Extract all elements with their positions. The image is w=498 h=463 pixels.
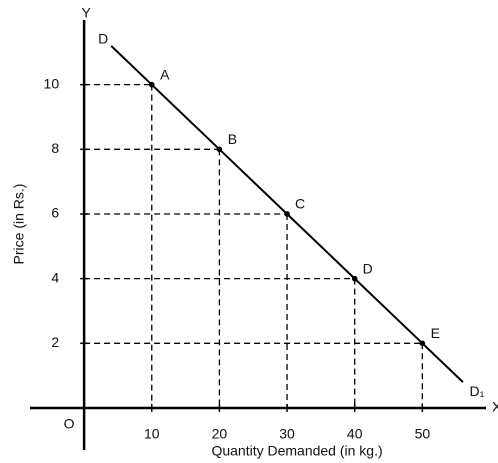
origin-label: O <box>64 416 75 432</box>
x-axis-label: Quantity Demanded (in kg.) <box>211 443 382 459</box>
y-tick-label: 10 <box>44 75 60 91</box>
y-axis-name: Y <box>81 5 91 21</box>
point-label: D <box>363 260 373 276</box>
x-tick-label: 30 <box>279 426 295 442</box>
point <box>419 340 426 347</box>
point-label: E <box>431 325 440 341</box>
x-tick-label: 40 <box>347 426 363 442</box>
curve-label: D₁ <box>470 383 485 399</box>
point-label: B <box>228 131 237 147</box>
point <box>148 81 155 88</box>
point <box>216 146 223 153</box>
point <box>351 275 358 282</box>
y-tick-label: 2 <box>51 334 59 350</box>
curve-label: D <box>98 31 108 47</box>
y-tick-label: 4 <box>51 269 59 285</box>
x-tick-label: 50 <box>415 426 431 442</box>
point-label: C <box>295 196 305 212</box>
y-tick-label: 8 <box>51 140 59 156</box>
x-axis-name: X <box>492 399 498 415</box>
y-axis-label: Price (in Rs.) <box>11 184 27 265</box>
x-tick-label: 20 <box>212 426 228 442</box>
point-label: A <box>160 66 170 82</box>
y-tick-label: 6 <box>51 205 59 221</box>
x-tick-label: 10 <box>144 426 160 442</box>
point <box>284 211 290 217</box>
